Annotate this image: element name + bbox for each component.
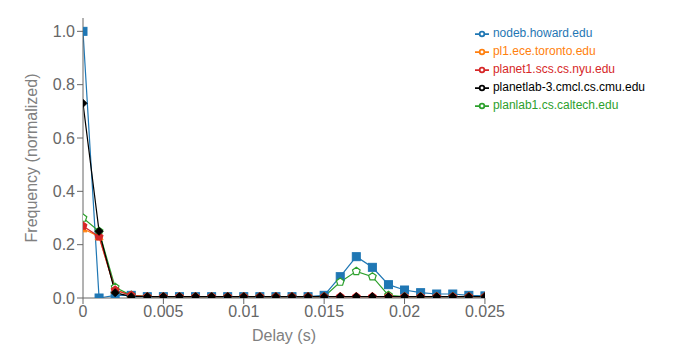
html-text:planetlab-3.cmcl.cs.cmu.edu: planetlab-3.cmcl.cs.cmu.edu xyxy=(492,80,645,94)
html-text:planlab1.cs.caltech.edu: planlab1.cs.caltech.edu xyxy=(492,98,619,112)
html-text:planet1.scs.cs.nyu.edu: planet1.scs.cs.nyu.edu xyxy=(492,62,615,76)
svg-text:0.8: 0.8 xyxy=(53,76,75,93)
svg-text:1.0: 1.0 xyxy=(53,23,75,40)
svg-text:0: 0 xyxy=(79,303,88,320)
svg-text:0.2: 0.2 xyxy=(53,236,75,253)
svg-text:Delay (s): Delay (s) xyxy=(252,327,316,344)
svg-text:0.015: 0.015 xyxy=(304,303,344,320)
svg-text:Frequency (normalized): Frequency (normalized) xyxy=(23,74,40,243)
svg-text:0.4: 0.4 xyxy=(53,183,75,200)
svg-text:0.0: 0.0 xyxy=(53,290,75,307)
html-text:pl1.ece.toronto.edu: pl1.ece.toronto.edu xyxy=(492,44,596,58)
svg-text:0.6: 0.6 xyxy=(53,130,75,147)
html-text:nodeb.howard.edu: nodeb.howard.edu xyxy=(492,26,593,40)
svg-text:0.005: 0.005 xyxy=(143,303,183,320)
svg-text:0.025: 0.025 xyxy=(465,303,505,320)
svg-text:0.01: 0.01 xyxy=(228,303,259,320)
svg-text:0.02: 0.02 xyxy=(389,303,420,320)
